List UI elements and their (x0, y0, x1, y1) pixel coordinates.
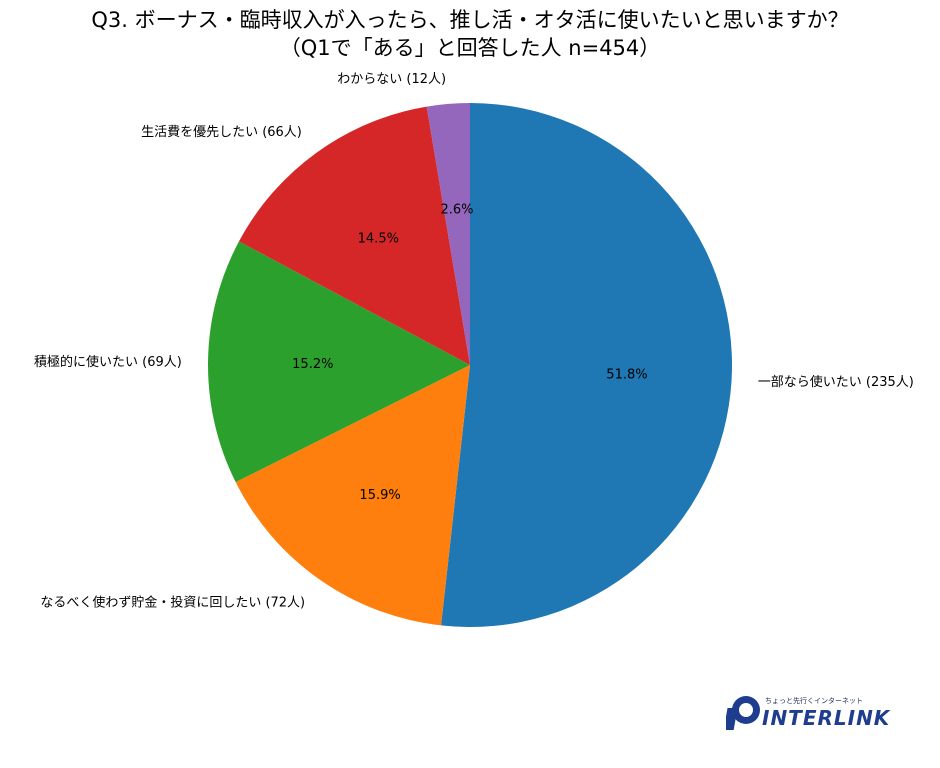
logo-tagline: ちょっと先行くインターネット (765, 697, 863, 705)
pie-slices (208, 103, 732, 627)
chart-title: Q3. ボーナス・臨時収入が入ったら、推し活・オタ活に使いたいと思いますか？ （… (0, 6, 940, 62)
pie-slice-4 (238, 106, 470, 365)
pie-category-label-4: 生活費を優先したい (66人) (141, 125, 302, 140)
logo-name: INTERLINK (762, 706, 891, 730)
pie-percent-label-2: 15.9% (359, 488, 400, 503)
pie-percent-label-4: 14.5% (358, 231, 399, 246)
pie-category-label-5: わからない (12人) (337, 72, 446, 87)
pie-slice-1 (441, 103, 732, 627)
logo-mark-icon (726, 696, 760, 730)
pie-labels: 51.8% 一部なら使いたい (235人) 15.9% なるべく使わず貯金・投資に回し… (34, 72, 914, 611)
pie-percent-label-5: 2.6% (440, 202, 473, 217)
pie-percent-label-3: 15.2% (292, 357, 333, 372)
chart-title-line-1: Q3. ボーナス・臨時収入が入ったら、推し活・オタ活に使いたいと思いますか？ (91, 8, 849, 32)
pie-category-label-2: なるべく使わず貯金・投資に回したい (72人) (40, 594, 305, 610)
interlink-logo: ちょっと先行くインターネット INTERLINK (726, 690, 896, 740)
chart-title-line-2: （Q1で「ある」と回答した人 n=454） (279, 36, 661, 60)
pie-slice-3 (208, 241, 470, 483)
pie-category-label-3: 積極的に使いたい (69人) (34, 354, 182, 370)
pie-slice-2 (235, 365, 470, 626)
pie-percent-label-1: 51.8% (606, 368, 647, 383)
pie-slice-5 (426, 103, 470, 365)
pie-category-label-1: 一部なら使いたい (235人) (758, 374, 914, 390)
